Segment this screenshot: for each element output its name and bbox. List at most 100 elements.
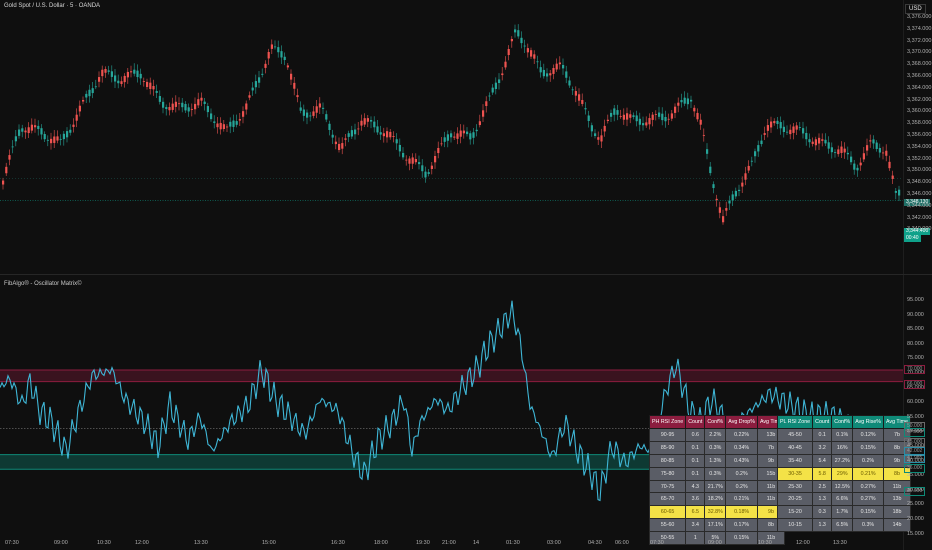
table-cell: 14b: [883, 518, 911, 533]
candle: [846, 152, 849, 155]
candle: [56, 136, 59, 141]
table-cell: 0.2%: [725, 479, 758, 494]
candle: [274, 46, 277, 48]
candle: [613, 108, 616, 115]
candle: [677, 102, 680, 106]
candle: [443, 137, 446, 142]
oscillator-tick: 80.000: [907, 340, 924, 347]
candle: [507, 49, 510, 56]
candle: [501, 73, 504, 76]
candle: [728, 200, 731, 204]
candle: [606, 119, 609, 122]
bull-stats-table: PL RSI Zone Count Conf% Avg Rise% Avg Time 4…: [776, 415, 911, 533]
time-tick: 13:30: [194, 540, 208, 546]
candle: [635, 115, 638, 122]
candle: [827, 142, 830, 149]
table-cell: 6.5%: [831, 518, 854, 533]
candle: [114, 75, 117, 82]
candle: [190, 108, 193, 110]
table-cell: 3.4: [685, 518, 706, 533]
candle: [709, 166, 712, 174]
table-cell: 0.3%: [704, 440, 727, 455]
oscillator-tick: 35.000: [907, 472, 924, 479]
candle: [46, 139, 49, 141]
pane-divider[interactable]: [0, 274, 932, 275]
table-cell: 45-50: [776, 428, 814, 442]
table-cell: 85-90: [648, 440, 687, 455]
table-header: PL RSI Zone: [776, 415, 814, 429]
table-cell: 8b: [883, 440, 911, 455]
candle: [69, 129, 72, 133]
candle: [72, 124, 75, 127]
candle: [859, 162, 862, 166]
table-cell: 0.34%: [725, 440, 758, 455]
table-cell: 0.1: [685, 466, 706, 481]
candle: [744, 173, 747, 180]
candle: [770, 121, 773, 128]
candle: [722, 216, 725, 223]
candle: [645, 122, 648, 126]
candle: [299, 107, 302, 111]
price-tick: 3,358.000: [907, 120, 932, 127]
candle: [24, 130, 27, 133]
table-cell: 18.2%: [704, 492, 727, 507]
table-cell: 0.1: [685, 453, 706, 468]
candle: [229, 121, 232, 127]
table-cell: 60-65: [648, 505, 687, 520]
table-cell: 5.8: [812, 466, 833, 481]
currency-badge[interactable]: USD: [905, 4, 926, 14]
table-row: 85-90 0.1 0.3% 0.34% 7b: [648, 440, 785, 455]
candle: [843, 148, 846, 153]
price-tick: 3,342.000: [907, 214, 932, 221]
candle: [155, 91, 158, 93]
candle: [43, 134, 46, 140]
candle: [837, 149, 840, 155]
candle: [398, 144, 401, 152]
candle: [430, 165, 433, 170]
table-cell: 0.3: [812, 505, 833, 520]
candle: [466, 131, 469, 135]
candle: [258, 77, 261, 83]
table-cell: 32.8%: [704, 505, 727, 520]
candle: [462, 130, 465, 134]
symbol-title[interactable]: Gold Spot / U.S. Dollar · 5 · OANDA: [4, 3, 101, 9]
candle: [523, 45, 526, 47]
candle: [270, 44, 273, 49]
candle: [171, 103, 174, 110]
candle: [133, 69, 136, 74]
candle: [786, 131, 789, 133]
price-tick: 3,356.000: [907, 132, 932, 138]
table-row: 10-15 1.3 6.5% 0.3% 14b: [776, 518, 911, 533]
table-header: Conf%: [704, 415, 727, 429]
table-row: 55-60 3.4 17.1% 0.17% 8b: [648, 518, 785, 533]
candle: [245, 103, 248, 110]
candle: [149, 82, 152, 89]
candle: [264, 63, 267, 68]
candle: [734, 190, 737, 197]
table-row: 35-40 5.4 27.2% 0.2% 9b: [776, 453, 911, 468]
candle: [283, 56, 286, 61]
candle: [373, 121, 376, 128]
candle: [251, 87, 254, 91]
candle: [741, 182, 744, 187]
oscillator-title[interactable]: FibAlgo® - Oscillator Matrix©: [4, 281, 82, 287]
time-tick: 12:00: [135, 540, 149, 546]
candle: [453, 136, 456, 138]
candle: [139, 73, 142, 79]
candle: [402, 152, 405, 158]
table-row: 25-30 2.5 12.5% 0.27% 11b: [776, 479, 911, 494]
candle: [210, 113, 213, 120]
candle: [654, 114, 657, 116]
candle: [795, 125, 798, 130]
time-tick: 04:30: [588, 540, 602, 546]
table-cell: 0.18%: [725, 505, 758, 520]
candle: [760, 140, 763, 145]
candle: [146, 81, 149, 87]
candle: [219, 122, 222, 130]
oscillator-tick: 85.000: [907, 326, 924, 333]
candle: [34, 125, 37, 128]
candle: [597, 137, 600, 140]
candle: [754, 151, 757, 157]
candle: [206, 106, 209, 113]
table-row: 15-20 0.3 1.7% 0.15% 18b: [776, 505, 911, 520]
